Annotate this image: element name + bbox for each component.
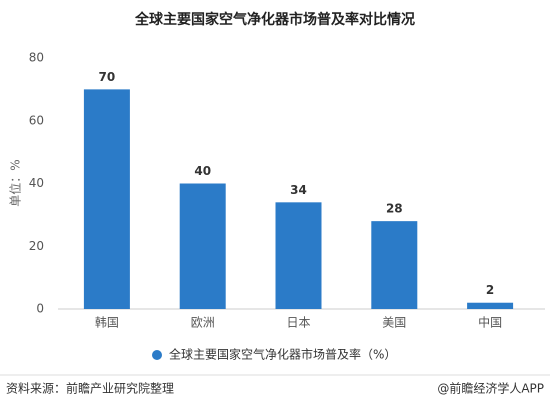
y-axis-label: 单位：% <box>8 159 23 206</box>
value-label: 40 <box>194 164 211 178</box>
value-label: 2 <box>486 283 494 297</box>
y-tick-label: 0 <box>36 302 44 316</box>
y-tick-label: 20 <box>29 239 44 253</box>
y-tick-label: 80 <box>29 51 44 65</box>
footer-credit: @前瞻经济学人APP <box>437 381 544 396</box>
y-tick-label: 40 <box>29 176 44 190</box>
bar <box>179 183 226 309</box>
bar <box>371 221 418 309</box>
bar <box>275 202 322 309</box>
value-label: 28 <box>386 202 403 216</box>
bar <box>467 302 514 309</box>
x-tick-label: 中国 <box>478 315 502 330</box>
value-label: 70 <box>99 70 116 84</box>
bar <box>83 89 130 309</box>
legend-label: 全球主要国家空气净化器市场普及率（%） <box>169 347 396 362</box>
y-tick-label: 60 <box>29 113 44 127</box>
value-label: 34 <box>290 183 307 197</box>
chart-title: 全球主要国家空气净化器市场普及率对比情况 <box>134 11 415 28</box>
footer-source: 资料来源：前瞻产业研究院整理 <box>6 381 174 396</box>
x-tick-label: 欧洲 <box>191 316 215 330</box>
x-tick-label: 韩国 <box>95 315 119 330</box>
x-tick-label: 美国 <box>382 316 406 330</box>
x-tick-label: 日本 <box>286 316 310 330</box>
legend-marker <box>152 350 162 360</box>
